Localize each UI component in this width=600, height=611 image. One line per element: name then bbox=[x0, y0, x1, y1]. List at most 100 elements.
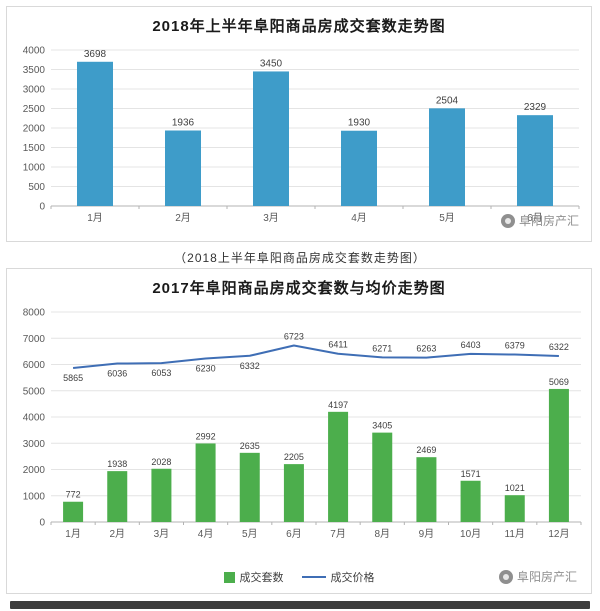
svg-text:3月: 3月 bbox=[154, 528, 170, 540]
chart-2017-legend: 成交套数 成交价格 bbox=[7, 569, 591, 585]
chart-2018-caption: （2018上半年阜阳商品房成交套数走势图） bbox=[174, 251, 426, 265]
svg-text:4月: 4月 bbox=[198, 528, 214, 540]
svg-text:11月: 11月 bbox=[505, 528, 525, 540]
chart-2017-panel: 2017年阜阳商品房成交套数与均价走势图 0 1000 2000 3000 4000 50… bbox=[6, 268, 592, 594]
svg-text:0: 0 bbox=[39, 518, 45, 529]
bar-11月 bbox=[504, 495, 525, 522]
svg-text:6000: 6000 bbox=[23, 360, 46, 371]
svg-text:4197: 4197 bbox=[328, 400, 348, 410]
svg-text:3698: 3698 bbox=[84, 49, 107, 60]
bar-1月 bbox=[63, 501, 84, 522]
svg-text:3500: 3500 bbox=[23, 65, 46, 76]
price-line bbox=[72, 344, 559, 370]
svg-text:2329: 2329 bbox=[524, 102, 547, 113]
svg-text:5000: 5000 bbox=[23, 386, 46, 397]
legend-price-label: 成交价格 bbox=[330, 572, 375, 584]
chart-2018-title: 2018年上半年阜阳商品房成交套数走势图 bbox=[152, 18, 446, 35]
svg-text:4月: 4月 bbox=[351, 212, 367, 224]
svg-text:2504: 2504 bbox=[436, 95, 459, 106]
camera-logo-icon bbox=[500, 213, 515, 228]
svg-text:772: 772 bbox=[66, 490, 81, 500]
svg-text:2635: 2635 bbox=[240, 441, 260, 451]
svg-text:6403: 6403 bbox=[461, 340, 481, 350]
svg-text:6263: 6263 bbox=[416, 344, 436, 354]
svg-text:2205: 2205 bbox=[284, 452, 304, 462]
svg-text:5月: 5月 bbox=[439, 212, 455, 224]
svg-text:3000: 3000 bbox=[23, 439, 46, 450]
price-swatch bbox=[301, 576, 326, 578]
svg-text:3450: 3450 bbox=[260, 58, 283, 69]
svg-text:6411: 6411 bbox=[328, 340, 347, 350]
svg-text:6月: 6月 bbox=[527, 212, 543, 224]
svg-text:6月: 6月 bbox=[286, 528, 302, 540]
svg-text:6230: 6230 bbox=[196, 363, 216, 373]
svg-text:2000: 2000 bbox=[23, 124, 46, 135]
chart-2018-panel: 2018年上半年阜阳商品房成交套数走势图 0 500 1000 1500 2000 250… bbox=[6, 6, 592, 242]
svg-text:500: 500 bbox=[28, 182, 45, 193]
bar-7月 bbox=[328, 411, 349, 522]
svg-text:10月: 10月 bbox=[460, 528, 481, 540]
svg-text:2月: 2月 bbox=[109, 528, 125, 540]
svg-text:8000: 8000 bbox=[23, 308, 46, 319]
bar-9月 bbox=[416, 457, 437, 522]
chart-2017-canvas: 0 1000 2000 3000 4000 5000 6000 7000 8000 772 1月 19… bbox=[23, 308, 582, 540]
bar-4月 bbox=[195, 443, 216, 522]
svg-text:8月: 8月 bbox=[374, 528, 390, 540]
watermark-text: 阜阳房产汇 bbox=[516, 570, 577, 584]
watermark: 阜阳房产汇 bbox=[500, 212, 579, 229]
svg-text:3405: 3405 bbox=[372, 421, 392, 431]
svg-text:6322: 6322 bbox=[549, 342, 569, 352]
bar-5月 bbox=[429, 108, 465, 206]
svg-text:6053: 6053 bbox=[151, 368, 171, 378]
svg-text:5月: 5月 bbox=[242, 528, 258, 540]
bar-5月 bbox=[239, 452, 260, 522]
svg-text:3000: 3000 bbox=[23, 85, 46, 96]
bar-12月 bbox=[548, 388, 569, 522]
svg-text:7000: 7000 bbox=[23, 334, 46, 345]
svg-text:1930: 1930 bbox=[348, 118, 371, 129]
svg-text:5865: 5865 bbox=[63, 373, 83, 383]
bar-8月 bbox=[372, 432, 393, 522]
bar-3月 bbox=[151, 468, 172, 522]
bar-3月 bbox=[253, 71, 289, 206]
chart-2017-title: 2017年阜阳商品房成交套数与均价走势图 bbox=[152, 280, 446, 297]
svg-text:1571: 1571 bbox=[461, 469, 481, 479]
svg-text:1021: 1021 bbox=[505, 483, 525, 493]
svg-text:6379: 6379 bbox=[505, 341, 525, 351]
svg-text:6271: 6271 bbox=[372, 343, 392, 353]
legend-item-units: 成交套数 bbox=[223, 569, 284, 585]
bar-6月 bbox=[283, 464, 304, 522]
svg-text:3月: 3月 bbox=[263, 212, 279, 224]
bottom-divider bbox=[10, 601, 590, 609]
legend-units-label: 成交套数 bbox=[239, 572, 284, 584]
svg-text:0: 0 bbox=[39, 202, 45, 213]
svg-text:1月: 1月 bbox=[65, 528, 81, 540]
legend-item-price: 成交价格 bbox=[301, 569, 375, 585]
svg-text:4000: 4000 bbox=[23, 46, 46, 57]
bar-2月 bbox=[107, 471, 128, 522]
svg-text:1938: 1938 bbox=[107, 459, 127, 469]
watermark: 阜阳房产汇 bbox=[498, 568, 577, 585]
svg-text:1000: 1000 bbox=[23, 163, 46, 174]
svg-text:1月: 1月 bbox=[87, 212, 103, 224]
svg-text:2469: 2469 bbox=[416, 445, 436, 455]
units-swatch bbox=[223, 571, 235, 583]
svg-text:1936: 1936 bbox=[172, 117, 195, 128]
svg-text:7月: 7月 bbox=[330, 528, 346, 540]
svg-text:2028: 2028 bbox=[151, 457, 171, 467]
svg-text:2000: 2000 bbox=[23, 465, 46, 476]
bar-2月 bbox=[165, 130, 201, 206]
svg-text:1000: 1000 bbox=[23, 491, 46, 502]
svg-text:4000: 4000 bbox=[23, 413, 46, 424]
svg-text:6332: 6332 bbox=[240, 361, 260, 371]
svg-text:9月: 9月 bbox=[419, 528, 435, 540]
bar-1月 bbox=[77, 61, 113, 206]
watermark-text: 阜阳房产汇 bbox=[518, 214, 579, 228]
camera-logo-icon bbox=[498, 569, 513, 584]
svg-text:2500: 2500 bbox=[23, 104, 46, 115]
chart-2018-canvas: 0 500 1000 1500 2000 2500 3000 3500 4000 3698 1月 19… bbox=[23, 46, 580, 224]
svg-text:6036: 6036 bbox=[107, 369, 127, 379]
svg-text:2月: 2月 bbox=[175, 212, 191, 224]
svg-text:12月: 12月 bbox=[548, 528, 569, 540]
svg-text:6723: 6723 bbox=[284, 332, 304, 342]
